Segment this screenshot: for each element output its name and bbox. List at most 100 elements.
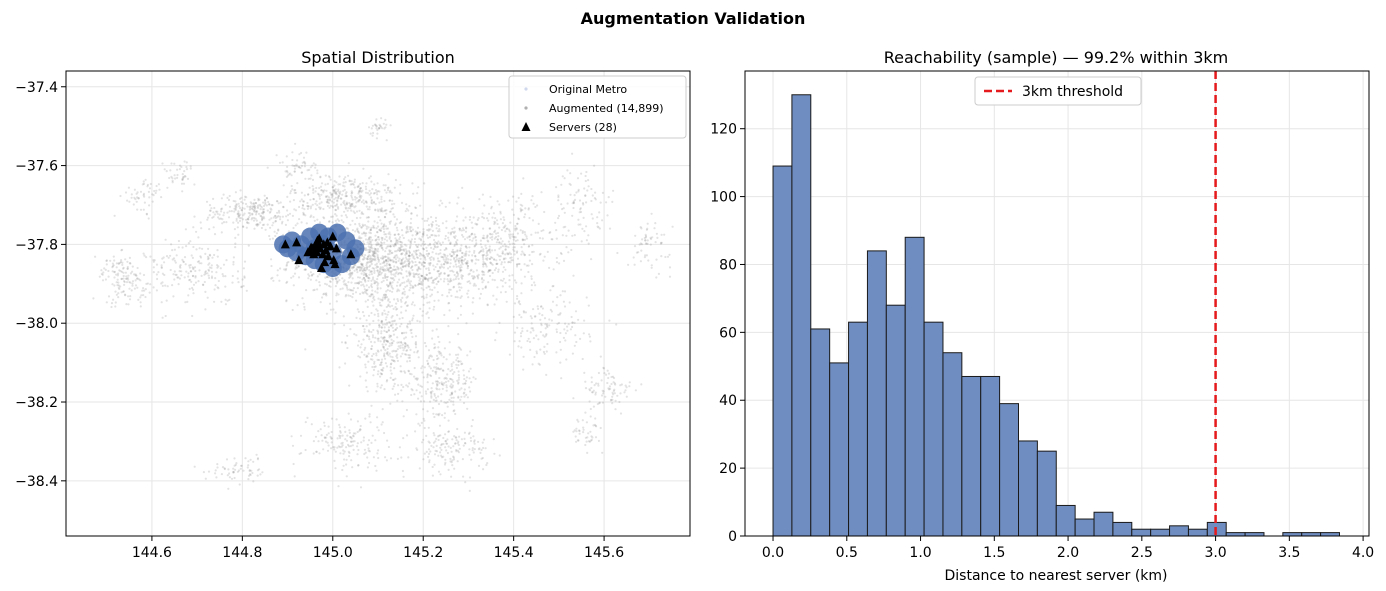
augmented-point bbox=[488, 257, 491, 260]
augmented-point bbox=[335, 214, 338, 217]
augmented-point bbox=[293, 208, 296, 211]
augmented-point bbox=[589, 407, 592, 411]
augmented-point bbox=[179, 264, 182, 267]
augmented-point bbox=[134, 284, 138, 287]
augmented-point bbox=[165, 255, 169, 258]
augmented-point bbox=[426, 363, 430, 366]
augmented-point bbox=[311, 178, 315, 181]
augmented-point bbox=[261, 471, 264, 474]
augmented-point bbox=[501, 245, 504, 248]
augmented-point bbox=[438, 275, 441, 278]
augmented-point bbox=[183, 175, 186, 178]
augmented-point bbox=[307, 273, 310, 276]
augmented-point bbox=[396, 290, 399, 293]
augmented-point bbox=[326, 275, 329, 279]
augmented-point bbox=[396, 265, 399, 269]
augmented-point bbox=[220, 208, 223, 211]
augmented-point bbox=[465, 262, 468, 265]
augmented-point bbox=[429, 243, 432, 246]
augmented-point bbox=[306, 204, 309, 208]
augmented-point bbox=[368, 461, 371, 465]
augmented-point bbox=[247, 478, 250, 481]
augmented-point bbox=[528, 216, 531, 220]
augmented-point bbox=[389, 189, 392, 192]
augmented-point bbox=[386, 340, 389, 343]
augmented-point bbox=[417, 282, 421, 285]
augmented-point bbox=[602, 366, 605, 369]
augmented-point bbox=[324, 183, 327, 186]
augmented-point bbox=[360, 272, 363, 275]
augmented-point bbox=[496, 253, 499, 256]
augmented-point bbox=[401, 332, 404, 335]
augmented-point bbox=[394, 275, 397, 278]
augmented-point bbox=[185, 270, 188, 273]
augmented-point bbox=[459, 268, 462, 271]
augmented-point bbox=[514, 229, 517, 232]
augmented-point bbox=[291, 444, 295, 447]
augmented-point bbox=[367, 276, 370, 280]
augmented-point bbox=[369, 249, 372, 252]
augmented-point bbox=[379, 124, 382, 127]
augmented-point bbox=[471, 260, 474, 263]
augmented-point bbox=[210, 207, 213, 210]
augmented-point bbox=[111, 283, 114, 286]
augmented-point bbox=[468, 235, 471, 238]
augmented-point bbox=[372, 297, 375, 300]
augmented-point bbox=[400, 259, 403, 262]
augmented-point bbox=[237, 215, 240, 218]
augmented-point bbox=[360, 284, 363, 287]
augmented-point bbox=[354, 195, 357, 199]
augmented-point bbox=[423, 297, 426, 300]
augmented-point bbox=[359, 196, 362, 199]
augmented-point bbox=[511, 235, 514, 238]
spatial-distribution-panel: Spatial Distribution 144.6 144.8 145.0 145.… bbox=[15, 48, 691, 561]
augmented-point bbox=[645, 254, 649, 257]
augmented-point bbox=[418, 273, 421, 276]
augmented-point bbox=[468, 250, 471, 253]
augmented-point bbox=[381, 261, 384, 265]
augmented-point bbox=[584, 387, 588, 390]
augmented-point bbox=[216, 249, 219, 252]
augmented-point bbox=[194, 281, 198, 284]
augmented-point bbox=[584, 179, 587, 183]
augmented-point bbox=[362, 276, 365, 279]
augmented-point bbox=[566, 325, 569, 328]
augmented-point bbox=[580, 172, 583, 175]
augmented-point bbox=[346, 288, 349, 291]
augmented-point bbox=[532, 308, 535, 311]
augmented-point bbox=[443, 253, 446, 256]
augmented-point bbox=[255, 219, 258, 222]
augmented-point bbox=[351, 229, 354, 232]
augmented-point bbox=[400, 389, 403, 392]
augmented-point bbox=[571, 325, 574, 329]
augmented-point bbox=[391, 350, 394, 353]
augmented-point bbox=[272, 216, 275, 219]
augmented-point bbox=[495, 298, 498, 301]
augmented-point bbox=[429, 391, 432, 394]
augmented-point bbox=[549, 231, 552, 234]
augmented-point bbox=[397, 240, 400, 243]
augmented-point bbox=[354, 230, 357, 233]
augmented-point bbox=[483, 237, 486, 240]
augmented-point bbox=[458, 347, 462, 350]
augmented-point bbox=[120, 249, 123, 252]
augmented-point bbox=[408, 262, 411, 265]
augmented-point bbox=[385, 191, 388, 194]
augmented-point bbox=[309, 166, 312, 169]
augmented-point bbox=[318, 221, 322, 224]
augmented-point bbox=[405, 408, 408, 412]
augmented-point bbox=[442, 280, 446, 283]
augmented-point bbox=[368, 250, 371, 253]
augmented-point bbox=[482, 265, 485, 268]
augmented-point bbox=[601, 451, 604, 454]
augmented-point bbox=[277, 202, 280, 205]
augmented-point bbox=[567, 323, 570, 326]
augmented-point bbox=[343, 279, 346, 282]
augmented-point bbox=[257, 212, 261, 215]
augmented-point bbox=[223, 467, 226, 470]
augmented-point bbox=[446, 438, 449, 441]
augmented-point bbox=[330, 441, 333, 444]
augmented-point bbox=[410, 226, 413, 229]
augmented-point bbox=[378, 123, 381, 126]
augmented-point bbox=[279, 215, 282, 218]
